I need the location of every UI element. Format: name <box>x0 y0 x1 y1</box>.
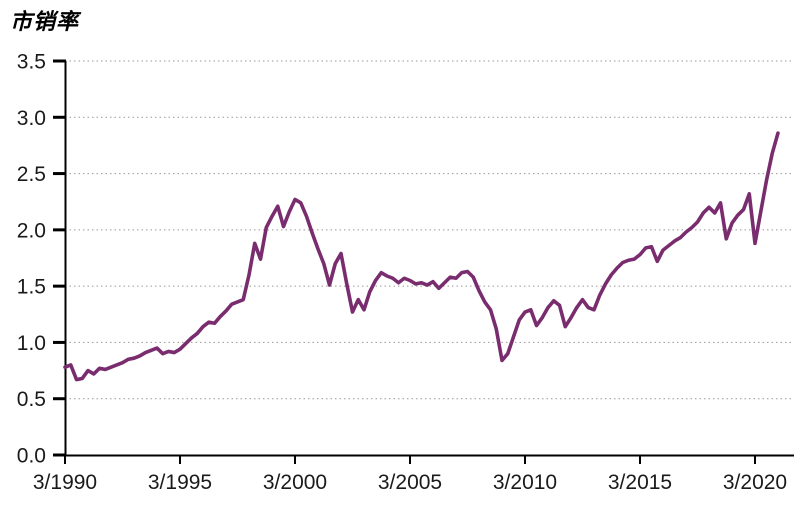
x-tick-label: 3/2015 <box>608 471 672 494</box>
axes-group <box>64 61 794 457</box>
gridlines-group <box>65 60 794 400</box>
y-tick-label: 2.5 <box>17 163 46 186</box>
axis-labels-group: 0.0 0.5 1.0 1.5 2.0 2.5 3.0 3.5 3/1990 3/1995 3/20… <box>17 51 787 495</box>
chart-title: 市销率 <box>10 9 80 34</box>
x-tick-label: 3/1995 <box>148 471 212 494</box>
y-tick-label: 3.0 <box>17 107 46 130</box>
x-tick-label: 3/2020 <box>723 471 787 494</box>
ticks-group <box>53 59 756 464</box>
x-tick-label: 3/2000 <box>263 471 327 494</box>
y-tick-label: 3.5 <box>17 51 46 74</box>
y-tick-label: 0.5 <box>17 388 46 411</box>
series-group <box>63 131 780 382</box>
y-tick-label: 1.0 <box>17 332 46 355</box>
x-tick-label: 3/2010 <box>493 471 557 494</box>
x-tick-label: 3/2005 <box>378 471 442 494</box>
y-tick-label: 1.5 <box>17 276 46 299</box>
y-tick-label: 2.0 <box>17 219 46 242</box>
series-line-ps-ratio <box>63 131 780 382</box>
x-tick-label: 3/1990 <box>33 471 97 494</box>
y-tick-label: 0.0 <box>17 445 46 468</box>
